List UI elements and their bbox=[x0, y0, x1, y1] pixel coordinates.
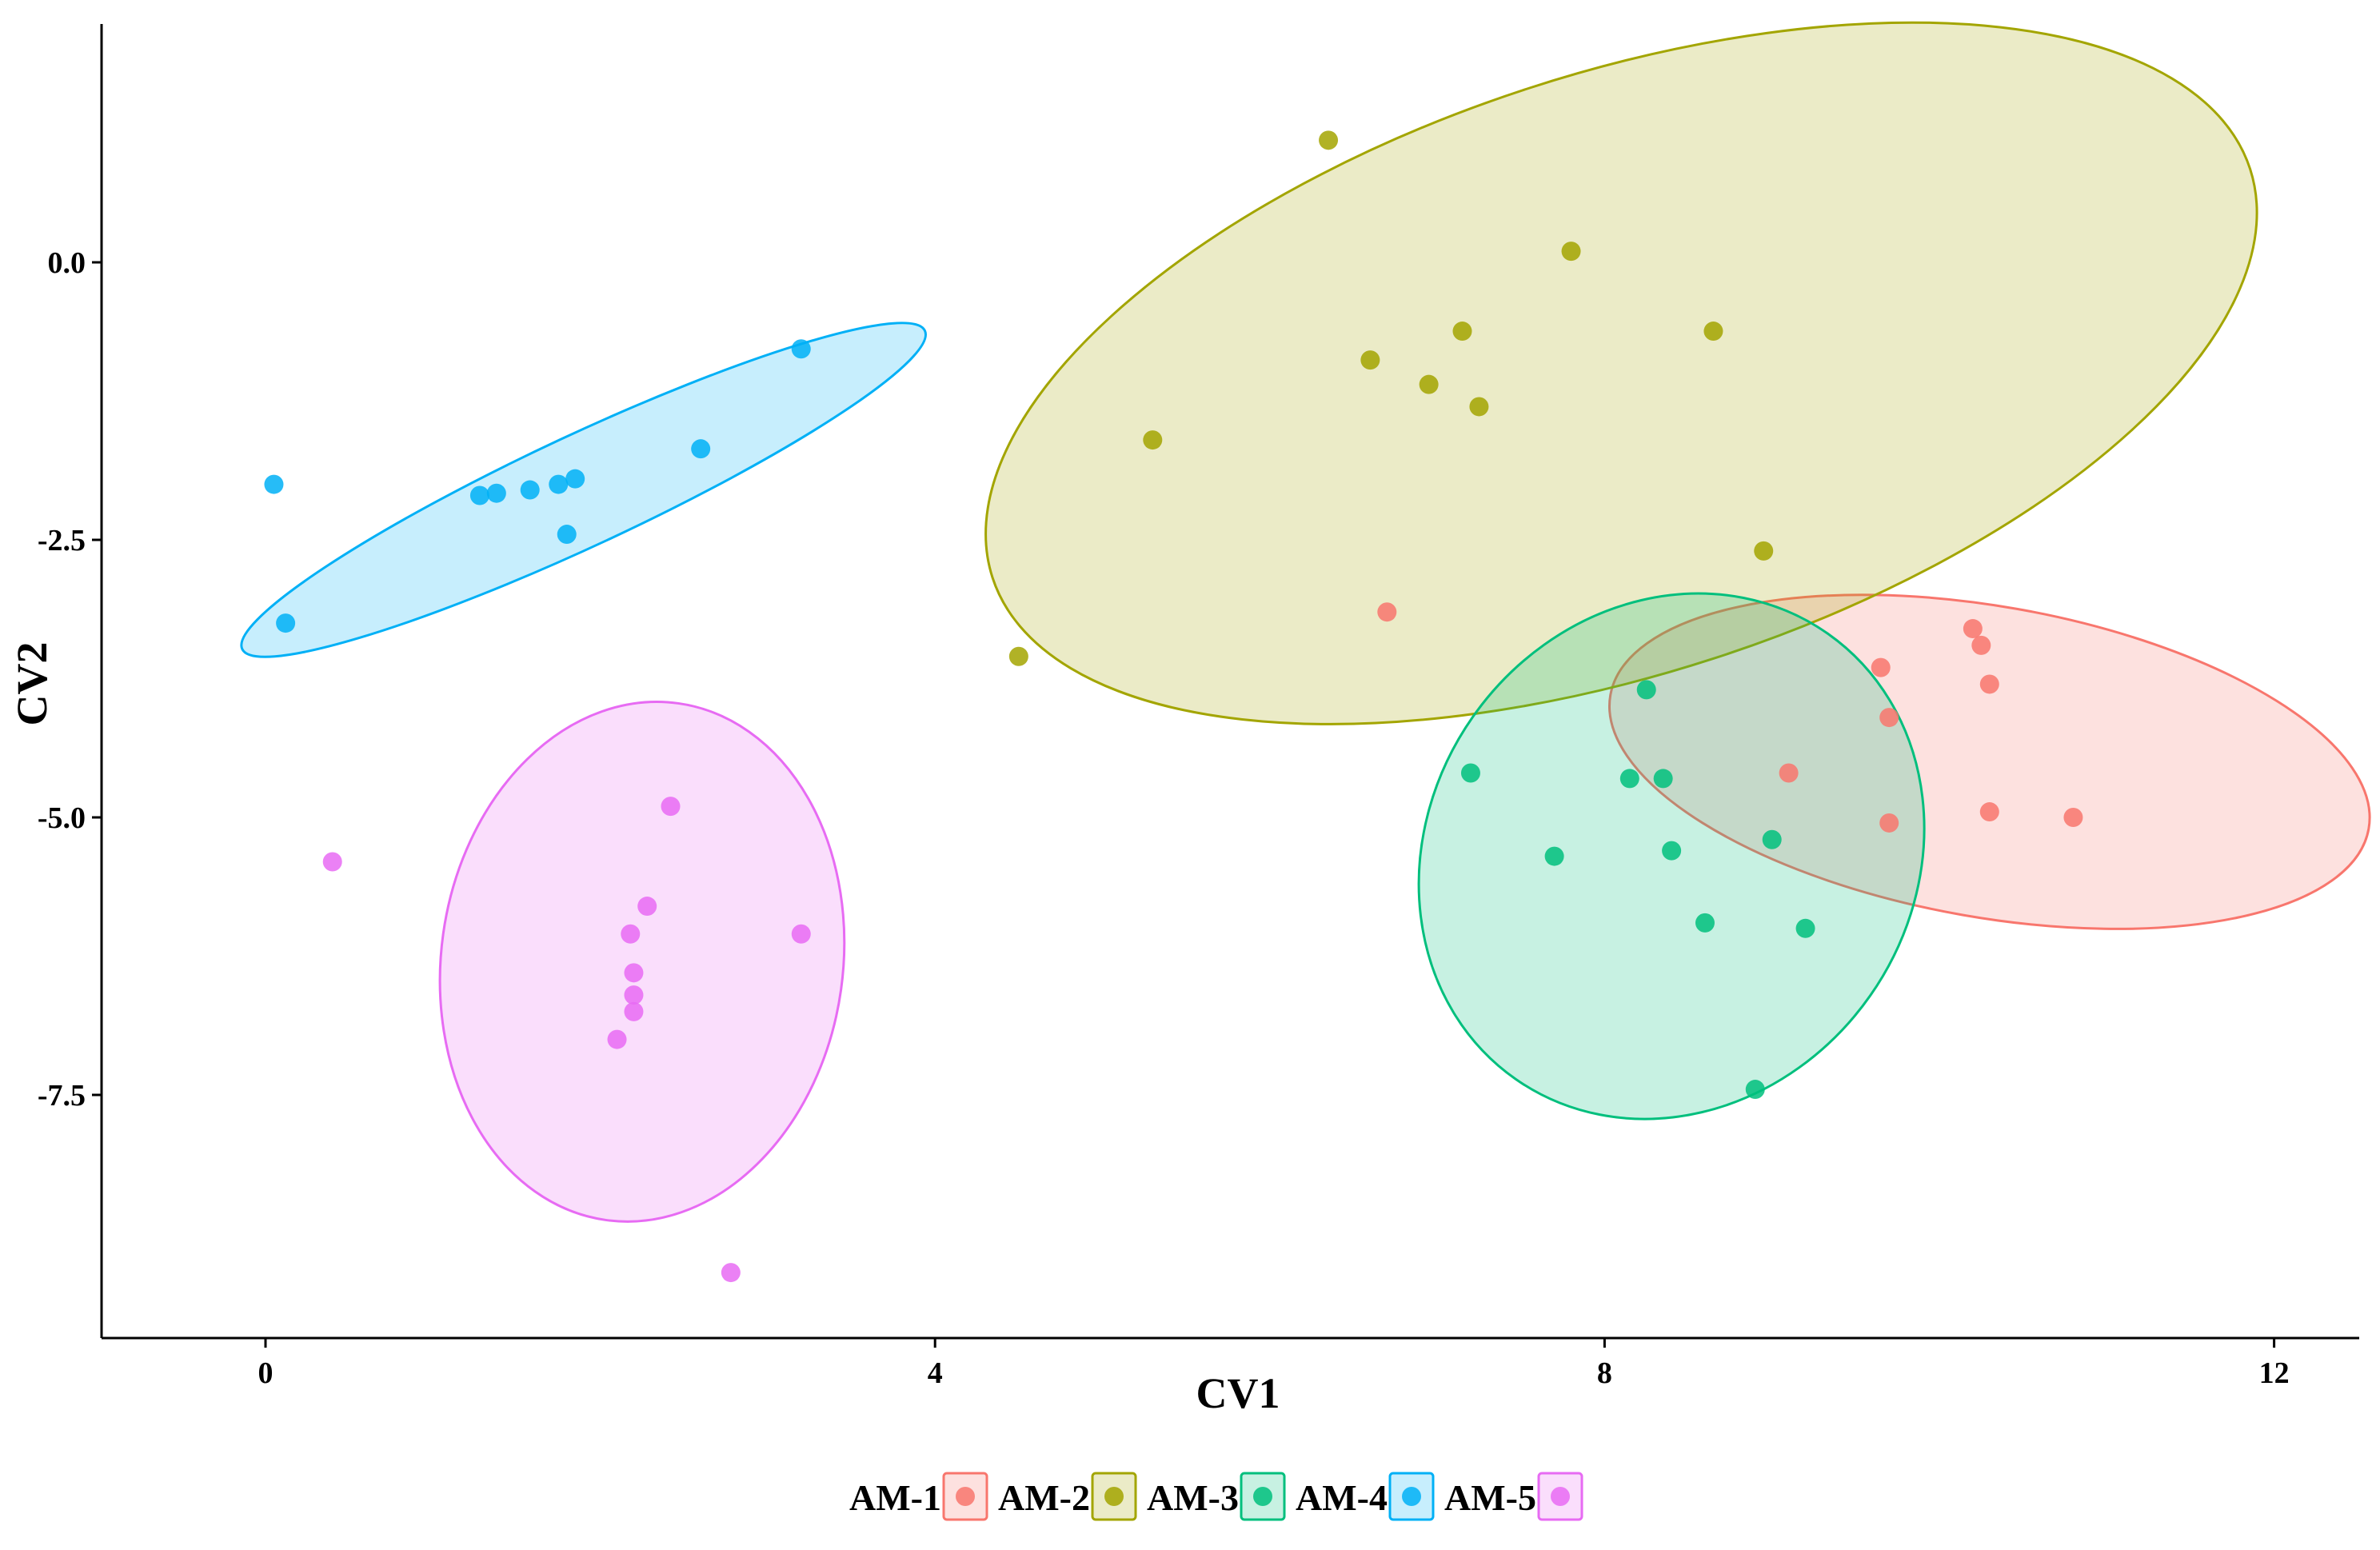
axes bbox=[100, 24, 2359, 1340]
point-am-2-9 bbox=[1703, 322, 1723, 342]
legend-dot-am-2 bbox=[1104, 1487, 1124, 1506]
point-am-3-2 bbox=[1544, 846, 1564, 866]
point-am-2-5 bbox=[1419, 374, 1439, 394]
point-am-1-9 bbox=[1979, 802, 1999, 822]
y-tick-label: -7.5 bbox=[38, 1079, 86, 1113]
y-tick-label: 0.0 bbox=[48, 246, 86, 280]
legend-label-am-4: AM-4 bbox=[1296, 1477, 1388, 1518]
legend-dot-am-3 bbox=[1253, 1487, 1272, 1506]
point-am-5-3 bbox=[621, 924, 641, 944]
point-am-1-8 bbox=[1979, 674, 1999, 694]
point-am-1-3 bbox=[1871, 657, 1891, 677]
point-am-3-10 bbox=[1795, 918, 1815, 938]
point-am-1-4 bbox=[1879, 708, 1899, 728]
ellipse-am-4 bbox=[240, 322, 927, 658]
point-am-2-6 bbox=[1452, 322, 1472, 342]
point-am-4-3 bbox=[469, 485, 489, 505]
confidence-ellipses bbox=[240, 21, 2371, 1223]
point-am-4-6 bbox=[549, 474, 569, 494]
legend-label-am-3: AM-3 bbox=[1147, 1477, 1239, 1518]
point-am-2-7 bbox=[1469, 397, 1489, 417]
y-axis-title: CV2 bbox=[8, 642, 56, 726]
legend-dot-am-1 bbox=[956, 1487, 975, 1506]
point-am-5-5 bbox=[624, 985, 644, 1005]
legend: AM-1 AM-2 AM-3 AM-4 AM-5 bbox=[849, 1472, 1583, 1521]
legend-dot-am-5 bbox=[1551, 1487, 1570, 1506]
point-am-4-9 bbox=[691, 439, 711, 459]
y-tick-label: -2.5 bbox=[38, 524, 86, 557]
point-am-5-1 bbox=[322, 852, 342, 872]
point-am-1-10 bbox=[2063, 808, 2083, 827]
point-am-3-3 bbox=[1619, 769, 1639, 789]
point-am-5-10 bbox=[791, 924, 811, 944]
ellipse-am-1 bbox=[1608, 593, 2371, 930]
point-am-2-10 bbox=[1754, 541, 1774, 561]
point-am-1-7 bbox=[1971, 635, 1991, 655]
point-am-2-4 bbox=[1360, 350, 1380, 370]
axis-ticks: 0 4 8 12 0.0 -2.5 -5.0 -7.5 bbox=[38, 246, 2290, 1390]
x-tick-label: 8 bbox=[1597, 1356, 1612, 1390]
point-am-3-9 bbox=[1762, 829, 1782, 849]
point-am-3-5 bbox=[1653, 769, 1673, 789]
point-am-2-8 bbox=[1561, 242, 1581, 262]
legend-label-am-5: AM-5 bbox=[1444, 1477, 1536, 1518]
point-am-2-2 bbox=[1143, 430, 1163, 450]
point-am-4-2 bbox=[276, 613, 296, 633]
x-tick-label: 4 bbox=[928, 1356, 943, 1390]
y-tick-label: -5.0 bbox=[38, 801, 86, 835]
point-am-3-8 bbox=[1745, 1080, 1765, 1100]
point-am-3-7 bbox=[1695, 913, 1715, 933]
x-tick-label: 0 bbox=[258, 1356, 274, 1390]
legend-dot-am-4 bbox=[1402, 1487, 1421, 1506]
point-am-1-2 bbox=[1779, 763, 1799, 783]
data-points bbox=[264, 130, 2083, 1283]
point-am-3-6 bbox=[1662, 841, 1682, 861]
point-am-2-3 bbox=[1319, 130, 1339, 150]
point-am-5-2 bbox=[607, 1029, 627, 1049]
ellipse-am-2 bbox=[984, 21, 2258, 725]
point-am-5-8 bbox=[661, 797, 681, 817]
point-am-5-6 bbox=[624, 1001, 644, 1021]
point-am-3-1 bbox=[1460, 763, 1480, 783]
x-axis-title: CV1 bbox=[1196, 1369, 1280, 1417]
point-am-5-9 bbox=[721, 1263, 741, 1283]
point-am-2-1 bbox=[1008, 646, 1028, 666]
point-am-5-4 bbox=[624, 963, 644, 983]
point-am-4-8 bbox=[557, 525, 577, 545]
point-am-1-1 bbox=[1377, 602, 1397, 622]
point-am-5-7 bbox=[637, 897, 657, 917]
point-am-4-1 bbox=[264, 474, 284, 494]
point-am-4-7 bbox=[565, 469, 585, 489]
point-am-1-6 bbox=[1963, 619, 1983, 639]
point-am-4-10 bbox=[791, 339, 811, 359]
x-tick-label: 12 bbox=[2259, 1356, 2290, 1390]
point-am-1-5 bbox=[1879, 813, 1899, 833]
ellipse-am-5 bbox=[438, 701, 846, 1223]
point-am-4-5 bbox=[520, 480, 540, 500]
legend-label-am-2: AM-2 bbox=[998, 1477, 1090, 1518]
point-am-4-4 bbox=[486, 483, 506, 503]
legend-label-am-1: AM-1 bbox=[849, 1477, 941, 1518]
point-am-3-4 bbox=[1636, 680, 1656, 700]
